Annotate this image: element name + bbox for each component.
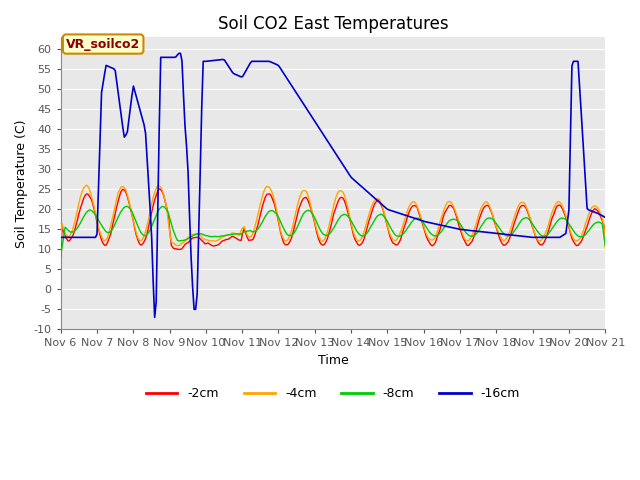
Legend: -2cm, -4cm, -8cm, -16cm: -2cm, -4cm, -8cm, -16cm [141, 382, 525, 405]
Y-axis label: Soil Temperature (C): Soil Temperature (C) [15, 119, 28, 248]
Text: VR_soilco2: VR_soilco2 [66, 37, 140, 50]
X-axis label: Time: Time [317, 354, 348, 367]
Title: Soil CO2 East Temperatures: Soil CO2 East Temperatures [218, 15, 448, 33]
